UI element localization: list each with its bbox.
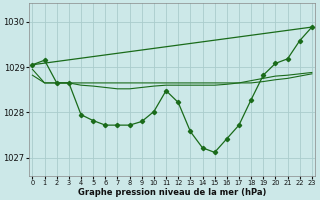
X-axis label: Graphe pression niveau de la mer (hPa): Graphe pression niveau de la mer (hPa) <box>78 188 266 197</box>
